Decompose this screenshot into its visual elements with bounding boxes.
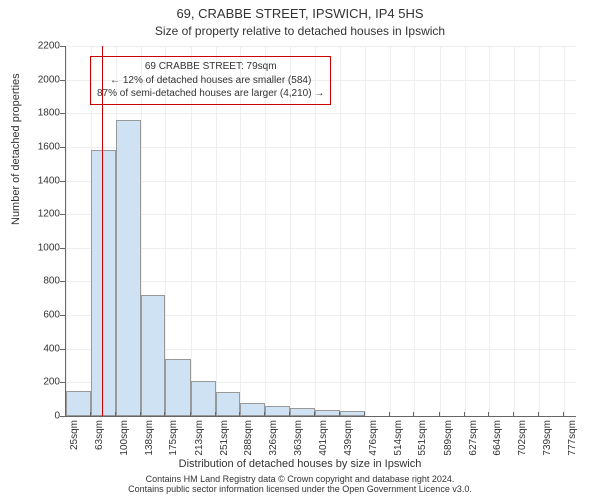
histogram-bar [216, 392, 241, 416]
x-tick-mark [439, 412, 440, 416]
x-tick-label: 175sqm [168, 420, 179, 456]
y-tick-label: 1400 [30, 175, 60, 186]
x-tick-label: 627sqm [468, 420, 479, 456]
histogram-bar [165, 359, 190, 416]
histogram-bar [191, 381, 216, 416]
annotation-line-1: 69 CRABBE STREET: 79sqm [97, 60, 324, 74]
x-tick-mark [339, 412, 340, 416]
x-tick-label: 100sqm [119, 420, 130, 456]
x-tick-label: 363sqm [293, 420, 304, 456]
x-tick-label: 739sqm [542, 420, 553, 456]
y-tick-label: 1200 [30, 209, 60, 220]
x-tick-label: 213sqm [194, 420, 205, 456]
x-tick-mark [115, 412, 116, 416]
chart-subtitle: Size of property relative to detached ho… [0, 24, 600, 38]
histogram-bar [66, 391, 91, 416]
y-tick-label: 2200 [30, 41, 60, 52]
x-tick-mark [90, 412, 91, 416]
x-tick-label: 251sqm [219, 420, 230, 456]
x-ticks: 25sqm 63sqm 100sqm 138sqm 175sqm 213sqm 251sqm… [65, 416, 575, 456]
x-tick-mark [488, 412, 489, 416]
histogram-bar [116, 120, 141, 416]
x-tick-label: 63sqm [94, 420, 105, 450]
x-tick-label: 664sqm [492, 420, 503, 456]
x-tick-label: 702sqm [517, 420, 528, 456]
x-tick-mark [538, 412, 539, 416]
x-tick-mark [314, 412, 315, 416]
chart-container: 69, CRABBE STREET, IPSWICH, IP4 5HS Size… [0, 0, 600, 500]
x-tick-label: 551sqm [417, 420, 428, 456]
x-axis-label: Distribution of detached houses by size … [0, 458, 600, 470]
y-tick-label: 1800 [30, 108, 60, 119]
y-tick-label: 1000 [30, 242, 60, 253]
y-ticks: 0200400600800100012001400160018002000220… [30, 46, 60, 416]
footer-line-2: Contains public sector information licen… [0, 485, 600, 495]
annotation-line-2: ← 12% of detached houses are smaller (58… [97, 74, 324, 88]
x-tick-mark [389, 412, 390, 416]
x-tick-label: 138sqm [144, 420, 155, 456]
x-tick-mark [239, 412, 240, 416]
x-tick-mark [464, 412, 465, 416]
x-tick-label: 476sqm [368, 420, 379, 456]
x-tick-mark [190, 412, 191, 416]
x-tick-mark [364, 412, 365, 416]
x-tick-label: 25sqm [69, 420, 80, 450]
y-tick-label: 600 [30, 310, 60, 321]
x-tick-label: 514sqm [393, 420, 404, 456]
y-tick-label: 200 [30, 377, 60, 388]
y-tick-label: 2000 [30, 74, 60, 85]
histogram-bar [91, 150, 116, 416]
y-tick-label: 0 [30, 411, 60, 422]
x-tick-label: 401sqm [318, 420, 329, 456]
x-tick-mark [65, 412, 66, 416]
x-tick-mark [140, 412, 141, 416]
x-tick-label: 326sqm [268, 420, 279, 456]
x-tick-mark [563, 412, 564, 416]
x-tick-mark [289, 412, 290, 416]
y-tick-label: 800 [30, 276, 60, 287]
y-tick-label: 400 [30, 343, 60, 354]
annotation-line-3: 87% of semi-detached houses are larger (… [97, 87, 324, 101]
histogram-bar [141, 295, 166, 416]
y-axis-label: Number of detached properties [10, 73, 22, 225]
x-tick-mark [413, 412, 414, 416]
histogram-bar [290, 408, 315, 416]
x-tick-mark [215, 412, 216, 416]
x-tick-label: 589sqm [443, 420, 454, 456]
footer-text: Contains HM Land Registry data © Crown c… [0, 475, 600, 495]
histogram-bar [240, 403, 265, 416]
x-tick-mark [164, 412, 165, 416]
annotation-box: 69 CRABBE STREET: 79sqm ← 12% of detache… [90, 56, 331, 105]
x-tick-label: 288sqm [243, 420, 254, 456]
x-tick-mark [264, 412, 265, 416]
x-tick-label: 439sqm [343, 420, 354, 456]
chart-title: 69, CRABBE STREET, IPSWICH, IP4 5HS [0, 6, 600, 21]
x-tick-label: 777sqm [567, 420, 578, 456]
histogram-bar [265, 406, 290, 416]
y-tick-label: 1600 [30, 141, 60, 152]
x-tick-mark [513, 412, 514, 416]
